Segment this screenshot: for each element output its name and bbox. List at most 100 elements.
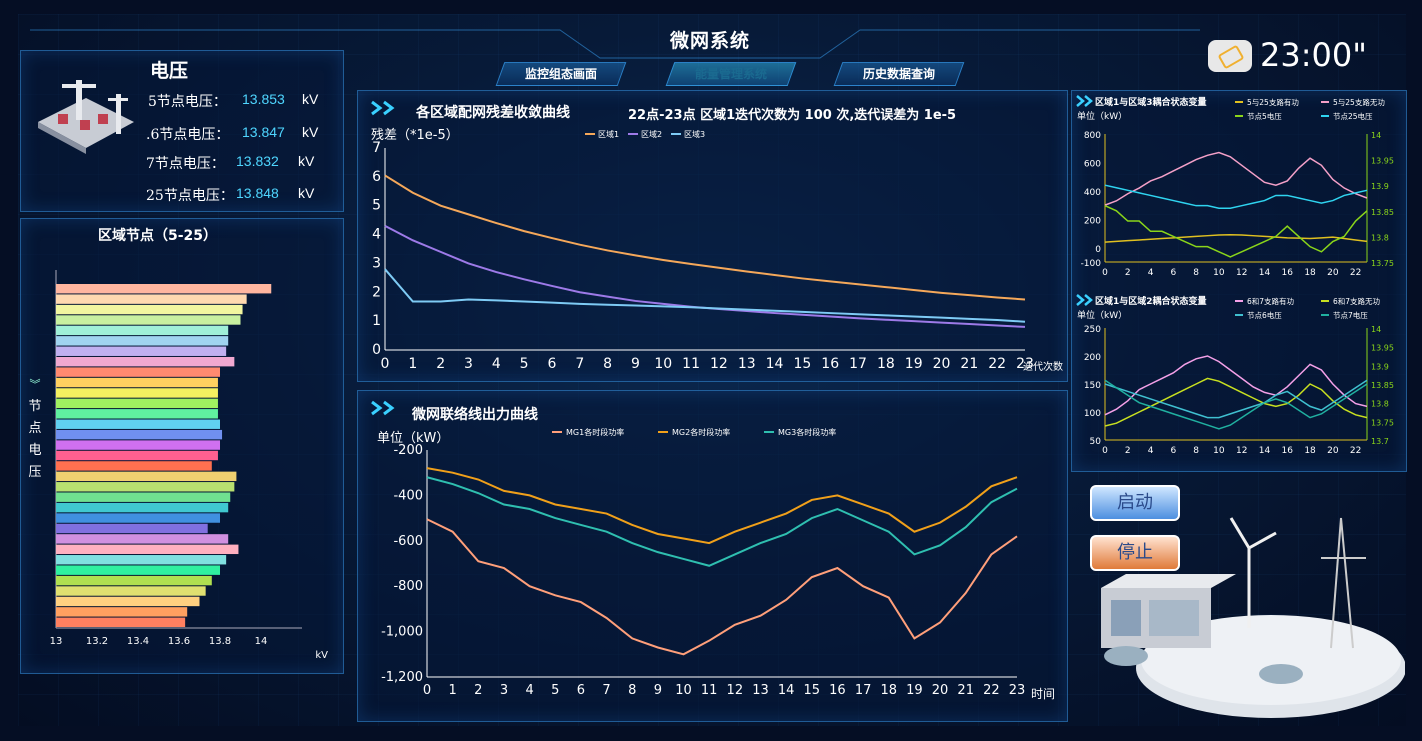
- series-line: [1104, 151, 1368, 206]
- tick-label: 14: [255, 636, 268, 647]
- series-line: [426, 518, 1018, 656]
- x-tick-label: 4: [1148, 446, 1154, 456]
- legend-label: 节点25电压: [1333, 111, 1373, 121]
- series-line: [1104, 379, 1368, 419]
- x-tick-label: 20: [933, 356, 951, 372]
- bar: [56, 471, 237, 482]
- x-tick-label: 18: [1304, 446, 1316, 456]
- series-line: [384, 268, 1026, 323]
- y-tick-label: -100: [1081, 259, 1102, 269]
- chart-title: 区域1与区域2耦合状态变量: [1095, 295, 1207, 307]
- bar: [56, 294, 247, 304]
- y2-tick-label: 13.9: [1371, 182, 1389, 191]
- tick-label: 13: [50, 636, 63, 647]
- page-title: 微网系统: [669, 30, 750, 52]
- x-tick-label: 18: [1304, 268, 1316, 278]
- legend-label: 节点5电压: [1247, 111, 1282, 121]
- y2-tick-label: 13.85: [1371, 208, 1394, 217]
- y-tick-label: -200: [393, 443, 423, 458]
- node-bar-chart: 13 13.2 13.4 13.6 13.8 14 kV: [50, 270, 328, 661]
- x-tick-label: 12: [710, 356, 728, 372]
- x-tick-label: 3: [464, 356, 473, 372]
- double-chevron-icon: [371, 100, 395, 116]
- tick-label: 13.2: [86, 636, 108, 647]
- y-tick-label: 6: [372, 169, 381, 185]
- y-tick-label: 50: [1090, 437, 1102, 447]
- voltage-title: 电压: [150, 60, 189, 82]
- x-tick-label: 2: [436, 356, 445, 372]
- start-button[interactable]: 启动: [1090, 485, 1180, 521]
- bar: [56, 304, 243, 315]
- x-tick-label: 9: [654, 683, 662, 698]
- x-tick-label: 1: [449, 683, 457, 698]
- x-tick-label: 8: [603, 356, 612, 372]
- tab-monitor[interactable]: 监控组态画面: [495, 62, 627, 86]
- tab-history[interactable]: 历史数据查询: [833, 62, 965, 86]
- x-tick-label: 14: [778, 683, 795, 698]
- series-line: [384, 174, 1026, 301]
- bar: [56, 575, 212, 586]
- legend-label: 节点6电压: [1247, 310, 1282, 320]
- x-tick-label: 16: [821, 356, 839, 372]
- series-line: [384, 225, 1026, 328]
- x-tick-label: 7: [602, 683, 610, 698]
- series-line: [1104, 204, 1368, 258]
- stop-button[interactable]: 停止: [1090, 535, 1180, 571]
- tab-energy-management[interactable]: 能量管理系统: [665, 62, 797, 86]
- y-axis-label: 单位（kW）: [1077, 110, 1127, 122]
- y-tick-label: -800: [393, 579, 423, 594]
- legend-label: 6和7支路无功: [1333, 296, 1381, 306]
- y2-tick-label: 13.95: [1371, 344, 1394, 353]
- x-tick-label: 6: [577, 683, 585, 698]
- y-tick-label: 800: [1084, 131, 1101, 141]
- x-tick-label: 13: [738, 356, 756, 372]
- y-tick-label: 7: [372, 140, 381, 156]
- x-tick-label: 10: [1213, 268, 1225, 278]
- residual-title: 各区域配网残差收敛曲线: [416, 105, 570, 121]
- x-tick-label: 9: [631, 356, 640, 372]
- bar: [56, 461, 212, 471]
- bar: [56, 596, 200, 607]
- legend-label: 区域3: [684, 129, 705, 139]
- y-tick-label: -1,200: [381, 670, 423, 685]
- y2-tick-label: 14: [1371, 325, 1381, 334]
- voltage-row-5: 5节点电压： 13.853 kV: [148, 91, 319, 110]
- bar: [56, 565, 220, 575]
- clock: 23:00": [1208, 36, 1398, 82]
- y2-tick-label: 13.95: [1371, 157, 1394, 166]
- bar: [56, 544, 239, 555]
- y-tick-label: 600: [1084, 159, 1101, 169]
- voltage-row-7: 7节点电压： 13.832 kV: [146, 153, 315, 172]
- bar: [56, 346, 227, 356]
- x-tick-label: 18: [877, 356, 895, 372]
- x-tick-label: 8: [1193, 446, 1199, 456]
- chevron-down-icon: ︾: [29, 378, 41, 391]
- coupling-panel: [1071, 90, 1407, 472]
- y2-tick-label: 13.75: [1371, 418, 1394, 427]
- y-tick-label: 0: [372, 342, 381, 358]
- y2-tick-label: 13.85: [1371, 381, 1394, 390]
- double-chevron-icon: [371, 400, 395, 416]
- y-tick-label: 200: [1084, 353, 1101, 363]
- series-line: [426, 476, 1018, 567]
- bar: [56, 377, 218, 388]
- header-decoration: [30, 29, 1200, 59]
- bar: [56, 315, 241, 325]
- x-tick-label: 19: [905, 356, 923, 372]
- y-tick-label: 100: [1084, 409, 1101, 419]
- y-tick-label: 5: [372, 198, 381, 214]
- y2-tick-label: 13.75: [1371, 259, 1394, 268]
- series-line: [1104, 377, 1368, 427]
- x-tick-label: 17: [849, 356, 867, 372]
- x-tick-label: 19: [906, 683, 923, 698]
- x-tick-label: 8: [1193, 268, 1199, 278]
- x-tick-label: 6: [1170, 446, 1176, 456]
- y-axis-label: 单位（kW）: [1077, 309, 1127, 321]
- y-tick-label: 1: [372, 313, 381, 329]
- bar: [56, 325, 229, 336]
- x-tick-label: 21: [957, 683, 974, 698]
- legend-label: MG1各时段功率: [566, 427, 624, 437]
- x-tick-label: 11: [701, 683, 718, 698]
